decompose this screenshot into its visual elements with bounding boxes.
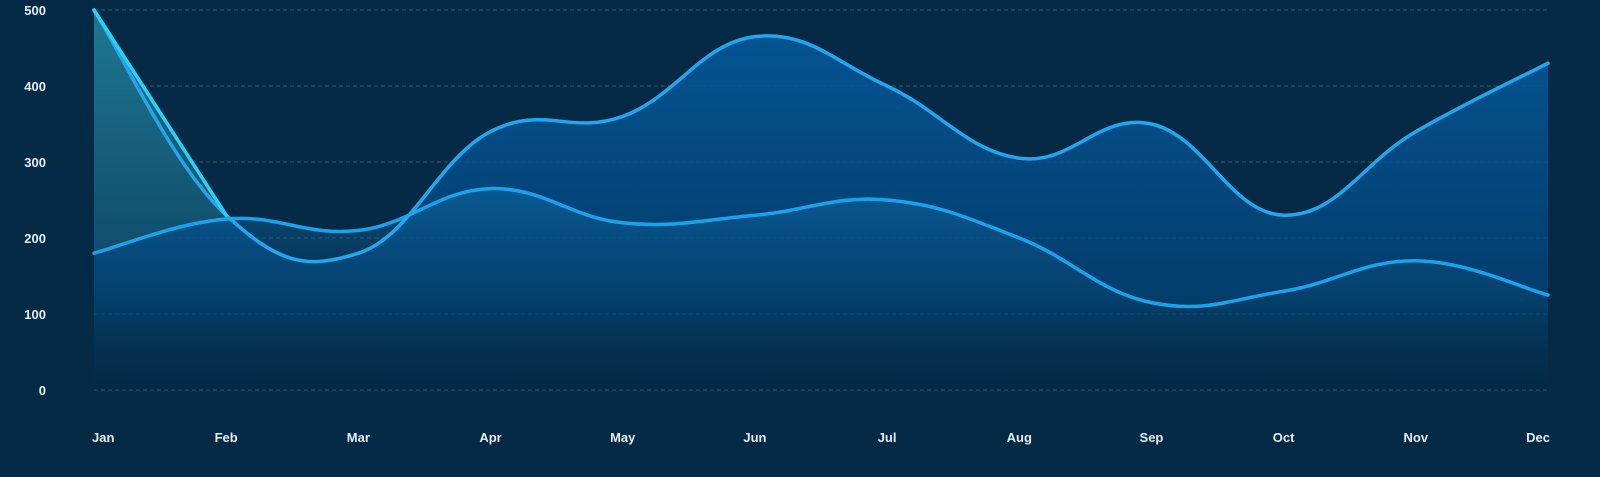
x-tick-label: Oct bbox=[1273, 430, 1295, 445]
y-tick-label: 400 bbox=[24, 79, 46, 94]
series-areas bbox=[94, 10, 1548, 390]
x-tick-label: Jun bbox=[743, 430, 766, 445]
x-tick-label: Dec bbox=[1526, 430, 1550, 445]
series-lines bbox=[92, 8, 1550, 309]
y-tick-label: 200 bbox=[24, 231, 46, 246]
y-tick-label: 100 bbox=[24, 307, 46, 322]
x-tick-label: Sep bbox=[1140, 430, 1164, 445]
x-tick-label: Mar bbox=[347, 430, 370, 445]
x-tick-label: Nov bbox=[1404, 430, 1429, 445]
y-axis-labels: 0 100 200 300 400 500 bbox=[24, 3, 46, 398]
x-tick-label: Aug bbox=[1007, 430, 1032, 445]
series-2-area bbox=[94, 188, 1548, 390]
x-tick-label: May bbox=[610, 430, 636, 445]
series-1-line bbox=[92, 8, 1550, 264]
series-1-highlight-line bbox=[92, 8, 228, 217]
x-tick-label: Apr bbox=[479, 430, 501, 445]
y-tick-label: 0 bbox=[39, 383, 46, 398]
x-tick-label: Jan bbox=[92, 430, 114, 445]
y-tick-label: 300 bbox=[24, 155, 46, 170]
x-tick-label: Feb bbox=[215, 430, 238, 445]
y-tick-label: 500 bbox=[24, 3, 46, 18]
x-tick-label: Jul bbox=[878, 430, 897, 445]
x-axis-labels: Jan Feb Mar Apr May Jun Jul Aug Sep Oct Nov Dec bbox=[92, 430, 1550, 445]
series-2-line bbox=[92, 186, 1550, 309]
